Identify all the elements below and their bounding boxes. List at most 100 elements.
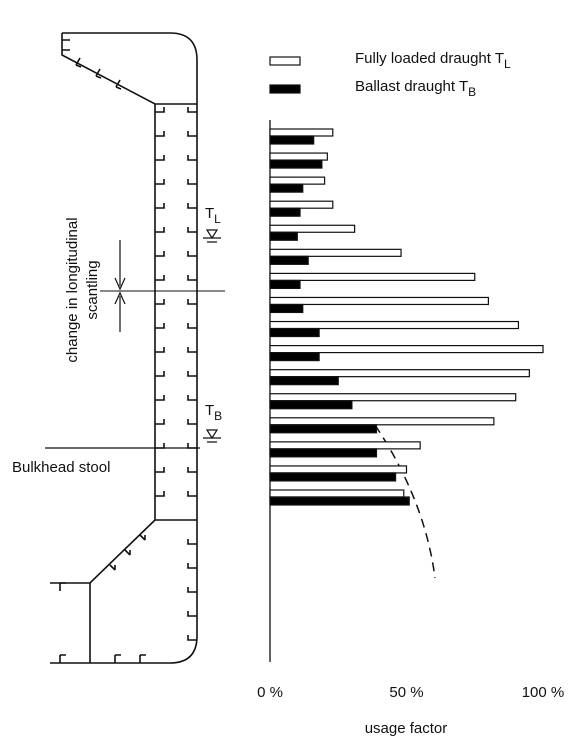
stiffener bbox=[155, 467, 165, 473]
bar bbox=[269, 320, 520, 330]
legend-label: Fully loaded draught T bbox=[355, 50, 504, 67]
stiffener bbox=[59, 582, 66, 591]
bar bbox=[269, 279, 301, 289]
bar bbox=[269, 489, 405, 498]
bar bbox=[269, 159, 323, 169]
bar bbox=[269, 369, 530, 378]
bar bbox=[269, 255, 309, 265]
stiffener bbox=[155, 395, 165, 401]
stiffener bbox=[155, 491, 165, 497]
stiffener bbox=[187, 443, 197, 449]
stiffener bbox=[187, 539, 197, 545]
bar bbox=[269, 248, 402, 257]
legend-swatch bbox=[269, 84, 301, 94]
waterline-ballast bbox=[203, 429, 221, 443]
stiffener bbox=[187, 347, 197, 353]
stiffener bbox=[124, 549, 131, 556]
stiffener bbox=[187, 491, 197, 497]
legend-sub: B bbox=[468, 85, 476, 99]
stiffener bbox=[115, 79, 122, 90]
stiffener bbox=[155, 323, 165, 329]
stiffener bbox=[155, 107, 165, 113]
bar bbox=[269, 448, 378, 458]
stiffener bbox=[95, 68, 102, 79]
stiffener bbox=[155, 131, 165, 137]
stiffener bbox=[187, 395, 197, 401]
bar bbox=[269, 441, 421, 450]
stiffener bbox=[109, 564, 116, 571]
bar bbox=[269, 272, 476, 281]
stiffener bbox=[155, 347, 165, 353]
stiffener bbox=[59, 654, 66, 663]
legend-sub: L bbox=[504, 57, 511, 71]
stiffener bbox=[187, 131, 197, 137]
scantling-arrows bbox=[114, 240, 126, 332]
stiffener bbox=[187, 203, 197, 209]
waterline-full bbox=[203, 229, 221, 243]
stiffener bbox=[155, 179, 165, 185]
x-axis-label: usage factor bbox=[365, 720, 448, 737]
draught-label: TL bbox=[205, 205, 221, 226]
stool-label: Bulkhead stool bbox=[12, 459, 110, 476]
bar bbox=[269, 496, 410, 506]
stiffener bbox=[155, 299, 165, 305]
bar bbox=[269, 152, 328, 161]
hull-inner bbox=[50, 33, 197, 663]
bar bbox=[269, 424, 378, 434]
draught-label: T bbox=[205, 205, 214, 222]
legend-label: Ballast draught TB bbox=[355, 78, 476, 99]
stiffener bbox=[155, 419, 165, 425]
stiffener bbox=[187, 587, 197, 593]
x-tick-label: 0 % bbox=[257, 684, 283, 701]
stiffener bbox=[187, 611, 197, 617]
draught-label: T bbox=[205, 402, 214, 419]
stiffener bbox=[187, 371, 197, 377]
draught-sub: L bbox=[214, 212, 221, 226]
scantling-label: change in longitudinal bbox=[64, 217, 81, 362]
bar bbox=[269, 296, 489, 306]
stiffener bbox=[155, 371, 165, 377]
bar bbox=[269, 224, 356, 233]
stiffener bbox=[187, 251, 197, 257]
stiffener bbox=[75, 57, 82, 68]
draught-sub: B bbox=[214, 409, 222, 423]
bar bbox=[269, 200, 334, 209]
bar bbox=[269, 417, 495, 426]
bar bbox=[269, 400, 353, 410]
stiffener bbox=[187, 155, 197, 161]
stiffener bbox=[139, 654, 146, 663]
x-tick-label: 100 % bbox=[522, 684, 565, 701]
stiffener bbox=[155, 275, 165, 281]
stiffener bbox=[187, 419, 197, 425]
stiffener bbox=[187, 635, 197, 641]
legend-swatch bbox=[269, 56, 301, 66]
stiffener bbox=[139, 534, 146, 541]
stiffener bbox=[187, 299, 197, 305]
stiffener bbox=[187, 563, 197, 569]
stiffener bbox=[187, 275, 197, 281]
bar bbox=[269, 183, 304, 193]
stiffener bbox=[62, 39, 70, 51]
bar bbox=[269, 327, 320, 338]
legend-label: Ballast draught T bbox=[355, 78, 468, 95]
bar bbox=[269, 303, 304, 314]
x-tick-label: 50 % bbox=[389, 684, 423, 701]
bar bbox=[269, 231, 298, 241]
stiffener bbox=[187, 467, 197, 473]
bar bbox=[269, 393, 517, 402]
stiffener bbox=[155, 251, 165, 257]
stiffener bbox=[155, 443, 165, 449]
bar bbox=[269, 376, 339, 386]
bar bbox=[269, 472, 397, 482]
stiffener bbox=[187, 323, 197, 329]
scantling-label: scantling bbox=[84, 260, 101, 319]
bar bbox=[269, 352, 320, 362]
stiffener bbox=[155, 155, 165, 161]
bar bbox=[269, 345, 544, 354]
stiffener bbox=[187, 227, 197, 233]
stiffener bbox=[187, 107, 197, 113]
legend-label: Fully loaded draught TL bbox=[355, 50, 511, 71]
hull-outline bbox=[50, 32, 198, 664]
